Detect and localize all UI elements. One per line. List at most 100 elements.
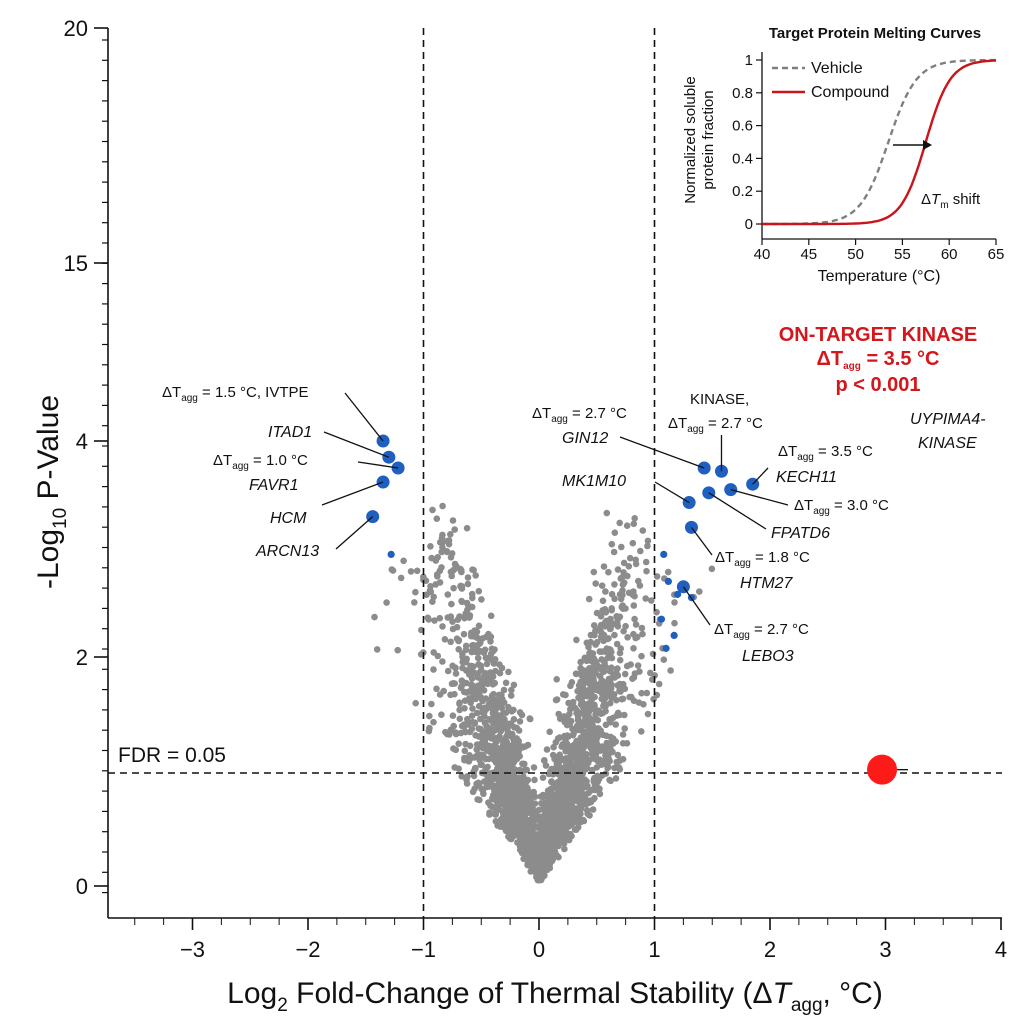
hit-point-small xyxy=(657,615,666,623)
leader-line xyxy=(708,492,767,530)
background-point xyxy=(565,823,573,830)
background-point xyxy=(476,691,483,698)
annotation-label: ΔTagg = 1.5 °C, IVTPE xyxy=(162,384,309,404)
background-point xyxy=(561,845,568,853)
background-point xyxy=(500,738,508,746)
background-point xyxy=(445,540,453,548)
background-point xyxy=(585,643,592,651)
background-point xyxy=(621,725,628,732)
background-point xyxy=(608,648,615,656)
background-point xyxy=(643,689,651,697)
background-point xyxy=(596,790,604,798)
background-point xyxy=(512,793,519,800)
background-point xyxy=(614,566,622,573)
background-point xyxy=(491,656,499,663)
background-point xyxy=(601,619,609,626)
gene-label: MK1M10 xyxy=(562,473,626,490)
background-point xyxy=(612,721,619,728)
x-tick-label: 3 xyxy=(879,937,891,962)
leader-line xyxy=(690,527,713,556)
background-point xyxy=(489,803,496,811)
background-point xyxy=(553,676,560,683)
background-point xyxy=(496,661,503,668)
background-point xyxy=(503,764,511,771)
background-point xyxy=(447,613,455,620)
y-axis-label: -Log10 P-Value xyxy=(32,395,71,589)
background-point xyxy=(481,646,489,654)
inset-x-tick-label: 40 xyxy=(754,246,771,263)
leader-line xyxy=(344,392,384,442)
background-point xyxy=(428,700,435,708)
background-point xyxy=(642,595,649,602)
background-point xyxy=(578,782,585,789)
leader-line xyxy=(619,436,705,469)
background-point xyxy=(500,709,507,717)
background-point xyxy=(573,805,580,812)
background-point xyxy=(611,529,619,536)
gene-label: FAVR1 xyxy=(249,477,299,494)
background-point xyxy=(502,679,510,687)
x-tick-label: 1 xyxy=(648,937,660,962)
background-point xyxy=(450,566,458,573)
background-point xyxy=(561,812,569,819)
background-point xyxy=(618,543,625,551)
inset-legend-label: Vehicle xyxy=(811,60,863,77)
gene-label: GIN12 xyxy=(562,430,608,447)
background-point xyxy=(469,788,477,796)
background-point xyxy=(456,706,463,714)
background-point xyxy=(501,824,509,831)
background-point xyxy=(373,646,381,653)
background-point xyxy=(487,716,495,723)
background-point xyxy=(457,565,464,573)
background-point xyxy=(572,725,579,733)
background-point xyxy=(586,812,593,819)
background-point xyxy=(452,670,460,677)
background-point xyxy=(643,567,650,575)
background-point xyxy=(639,630,646,638)
on-target-gene: KINASE xyxy=(918,435,977,452)
background-point xyxy=(529,863,536,870)
background-point xyxy=(464,715,471,723)
background-point xyxy=(458,773,466,780)
background-point xyxy=(488,645,496,653)
background-point xyxy=(450,745,457,752)
background-point xyxy=(571,704,579,712)
background-point xyxy=(587,731,594,738)
background-point xyxy=(560,805,568,813)
y-tick-label: 20 xyxy=(64,16,88,41)
x-tick-label: 4 xyxy=(995,937,1007,962)
background-point xyxy=(622,622,629,630)
background-point xyxy=(625,563,633,570)
background-point xyxy=(560,840,568,847)
background-point xyxy=(474,674,482,681)
background-point xyxy=(485,654,493,662)
inset-x-tick-label: 45 xyxy=(800,246,817,263)
background-point xyxy=(619,587,626,594)
background-point xyxy=(531,834,539,841)
background-point xyxy=(578,751,585,759)
background-point xyxy=(614,751,622,759)
background-point xyxy=(471,754,478,761)
inset-y-label: Normalized solubleprotein fraction xyxy=(682,76,717,204)
background-point xyxy=(638,728,645,735)
background-point xyxy=(623,522,631,529)
background-point xyxy=(553,782,561,790)
annotation-label: ΔTagg = 1.0 °C xyxy=(213,452,308,472)
background-point xyxy=(482,770,489,778)
background-point xyxy=(434,652,442,660)
background-point xyxy=(565,785,573,793)
background-point xyxy=(493,738,501,745)
x-tick-label: −1 xyxy=(411,937,436,962)
background-point xyxy=(572,815,580,822)
background-point xyxy=(458,585,466,592)
background-point xyxy=(439,502,446,510)
background-point xyxy=(584,798,592,806)
background-point xyxy=(519,744,526,751)
background-point xyxy=(642,558,650,566)
background-point xyxy=(581,676,589,683)
background-point xyxy=(638,689,645,697)
background-point xyxy=(543,866,551,874)
background-point xyxy=(507,692,515,699)
background-point xyxy=(639,527,647,534)
background-point xyxy=(632,621,640,628)
